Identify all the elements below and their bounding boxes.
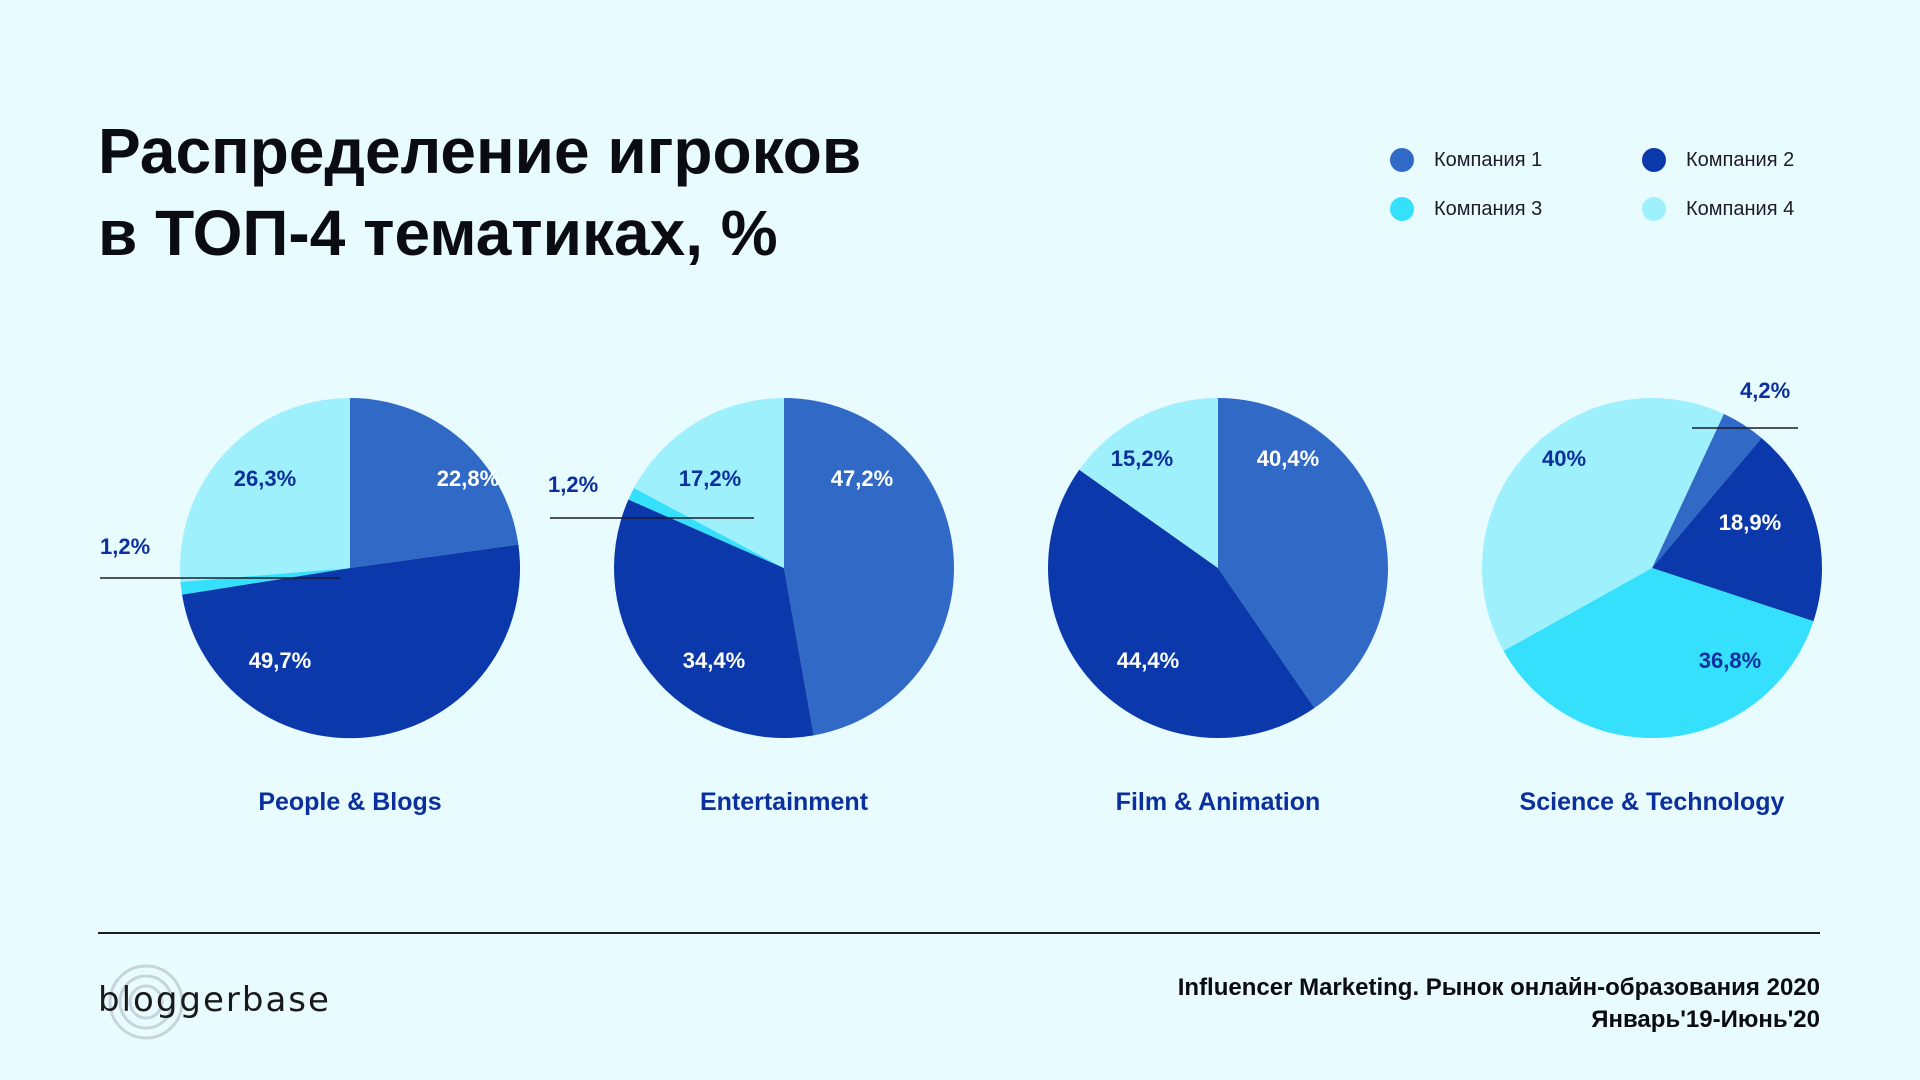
- legend-swatch-company-2: [1642, 148, 1666, 172]
- pie-slice-1-company-4: [180, 398, 350, 582]
- data-label-2-company-2: 34,4%: [683, 648, 745, 673]
- pie-slice-1-company-2: [182, 544, 521, 739]
- pie-chart-3: 40,4% 44,4% 15,2% Film & Animation: [1047, 397, 1389, 816]
- data-label-3-company-2: 44,4%: [1117, 648, 1179, 673]
- data-label-2-company-3: 1,2%: [548, 472, 598, 497]
- data-label-4-company-4: 40%: [1542, 446, 1586, 471]
- data-label-4-company-3: 36,8%: [1699, 648, 1761, 673]
- pie-chart-2: 47,2% 34,4% 1,2% 17,2% Entertainment: [548, 398, 955, 816]
- title-line-1: Распределение игроков: [98, 115, 862, 187]
- pie-slice-1-company-1: [350, 398, 519, 568]
- pie-slice-2-company-2: [614, 499, 814, 739]
- legend-label-company-1: Компания 1: [1434, 148, 1543, 171]
- pie-title-1: People & Blogs: [258, 788, 441, 816]
- pie-chart-1: 22,8% 49,7% 1,2% 26,3% People & Blogs: [100, 398, 521, 816]
- legend-label-company-4: Компания 4: [1686, 197, 1795, 220]
- source-line-2: Январь'19-Июнь'20: [1591, 1006, 1820, 1033]
- pie-slice-4-company-1: [1652, 413, 1762, 568]
- data-label-4-company-2: 18,9%: [1719, 510, 1781, 535]
- source-note: Influencer Marketing. Рынок онлайн-образ…: [1178, 972, 1820, 1036]
- data-label-1-company-2: 49,7%: [249, 648, 311, 673]
- legend-swatch-company-1: [1390, 148, 1414, 172]
- divider: [98, 932, 1820, 934]
- pie-slice-1-company-3: [180, 568, 350, 595]
- legend-item-company-2: Компания 2: [1642, 148, 1794, 172]
- page-title: Распределение игроков в ТОП-4 тематиках,…: [98, 110, 861, 274]
- title-line-2: в ТОП-4 тематиках, %: [98, 197, 778, 269]
- legend: Компания 1 Компания 2 Компания 3 Компани…: [1390, 148, 1830, 228]
- pie-slice-3-company-2: [1047, 469, 1315, 739]
- pie-slice-2-company-4: [634, 398, 784, 568]
- pie-slice-4-company-3: [1503, 568, 1814, 739]
- data-label-1-company-1: 22,8%: [437, 466, 499, 491]
- legend-item-company-3: Компания 3: [1390, 197, 1542, 221]
- legend-item-company-4: Компания 4: [1642, 197, 1794, 221]
- logo-text: bloggerbase: [98, 980, 331, 1020]
- pie-chart-4: 4,2% 18,9% 36,8% 40% Science & Technology: [1481, 378, 1823, 816]
- data-label-3-company-4: 15,2%: [1111, 446, 1173, 471]
- logo-rings-icon: [108, 964, 184, 1040]
- data-label-2-company-4: 17,2%: [679, 466, 741, 491]
- data-label-1-company-4: 26,3%: [234, 466, 296, 491]
- data-label-1-company-3: 1,2%: [100, 534, 150, 559]
- pie-slice-2-company-1: [784, 398, 955, 736]
- data-label-3-company-1: 40,4%: [1257, 446, 1319, 471]
- pie-title-2: Entertainment: [700, 788, 869, 816]
- pie-slice-2-company-3: [628, 487, 784, 568]
- legend-swatch-company-4: [1642, 197, 1666, 221]
- pie-slice-4-company-2: [1652, 438, 1823, 622]
- legend-swatch-company-3: [1390, 197, 1414, 221]
- pie-slice-3-company-4: [1079, 397, 1218, 568]
- legend-label-company-2: Компания 2: [1686, 148, 1795, 171]
- data-label-4-company-1: 4,2%: [1740, 378, 1790, 403]
- source-line-1: Influencer Marketing. Рынок онлайн-образ…: [1177, 974, 1820, 1001]
- pie-slice-4-company-4: [1481, 397, 1724, 651]
- legend-item-company-1: Компания 1: [1390, 148, 1542, 172]
- pie-title-4: Science & Technology: [1520, 788, 1785, 816]
- legend-label-company-3: Компания 3: [1434, 197, 1543, 220]
- pie-title-3: Film & Animation: [1116, 788, 1321, 816]
- data-label-2-company-1: 47,2%: [831, 466, 893, 491]
- logo: bloggerbase: [98, 960, 358, 1040]
- pie-slice-3-company-1: [1218, 397, 1389, 708]
